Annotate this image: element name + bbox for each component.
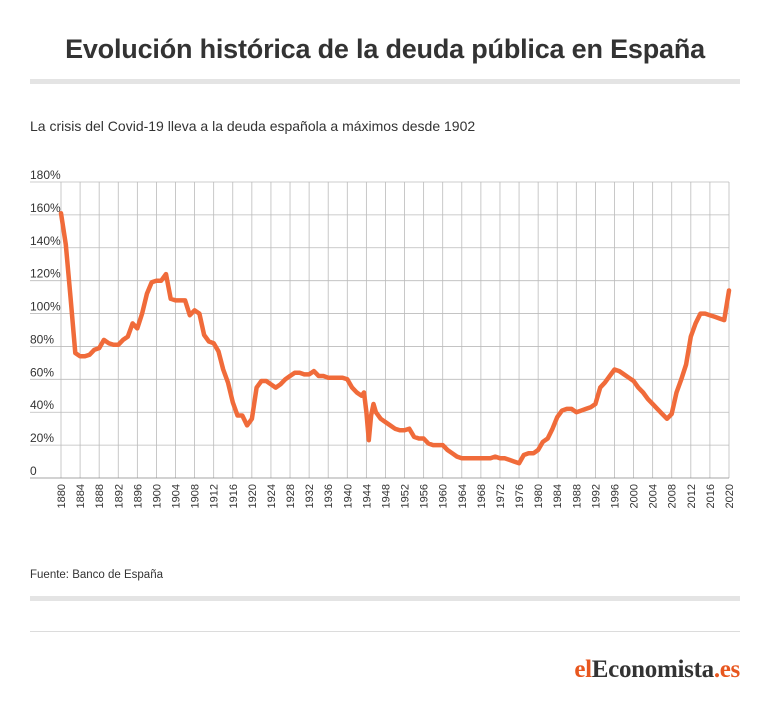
x-tick-label: 1940 xyxy=(342,484,354,508)
x-tick-label: 1884 xyxy=(75,484,87,508)
source-note: Fuente: Banco de España xyxy=(30,569,163,581)
x-tick-label: 1916 xyxy=(228,484,240,508)
x-tick-label: 1896 xyxy=(132,484,144,508)
x-tick-label: 1948 xyxy=(380,484,392,508)
x-tick-label: 1928 xyxy=(285,484,297,508)
x-tick-label: 2016 xyxy=(705,484,717,508)
x-tick-label: 1880 xyxy=(56,484,68,508)
x-tick-label: 1956 xyxy=(419,484,431,508)
brand-logo-part-economista: Economista xyxy=(591,656,714,683)
y-tick-label: 20% xyxy=(30,431,54,445)
x-tick-label: 1944 xyxy=(361,484,373,508)
x-tick-label: 1992 xyxy=(590,484,602,508)
x-tick-label: 2008 xyxy=(667,484,679,508)
x-tick-label: 2000 xyxy=(629,484,641,508)
x-tick-label: 1964 xyxy=(457,484,469,508)
x-tick-label: 1960 xyxy=(438,484,450,508)
x-tick-label: 1920 xyxy=(247,484,259,508)
footer-divider xyxy=(30,596,740,601)
x-tick-label: 1968 xyxy=(476,484,488,508)
x-tick-label: 2020 xyxy=(724,484,736,508)
x-tick-label: 1952 xyxy=(400,484,412,508)
chart-subtitle: La crisis del Covid-19 lleva a la deuda … xyxy=(30,118,476,134)
x-tick-label: 1924 xyxy=(266,484,278,508)
x-tick-label: 1888 xyxy=(94,484,106,508)
x-tick-label: 1908 xyxy=(190,484,202,508)
y-tick-label: 180% xyxy=(30,168,61,182)
y-tick-label: 80% xyxy=(30,332,54,346)
x-tick-label: 1900 xyxy=(151,484,163,508)
debt-series-line xyxy=(58,210,732,466)
x-tick-label: 1972 xyxy=(495,484,507,508)
x-tick-label: 1976 xyxy=(514,484,526,508)
x-tick-label: 1980 xyxy=(533,484,545,508)
x-tick-label: 1984 xyxy=(552,484,564,508)
y-tick-label: 160% xyxy=(30,201,61,215)
x-tick-label: 1936 xyxy=(323,484,335,508)
x-tick-label: 1932 xyxy=(304,484,316,508)
y-tick-label: 60% xyxy=(30,365,54,379)
x-tick-label: 1996 xyxy=(609,484,621,508)
brand-logo[interactable]: elEconomista.es xyxy=(574,656,740,684)
x-tick-label: 1904 xyxy=(171,484,183,508)
x-tick-label: 1912 xyxy=(209,484,221,508)
page-title: Evolución histórica de la deuda pública … xyxy=(65,34,705,64)
y-tick-label: 140% xyxy=(30,234,61,248)
x-tick-label: 1892 xyxy=(113,484,125,508)
x-tick-label: 1988 xyxy=(571,484,583,508)
y-tick-label: 100% xyxy=(30,300,61,314)
x-tick-label: 2012 xyxy=(686,484,698,508)
title-divider xyxy=(30,79,740,84)
y-tick-label: 0 xyxy=(30,464,37,478)
brand-logo-part-es: .es xyxy=(713,656,740,683)
y-tick-label: 40% xyxy=(30,398,54,412)
brand-logo-part-el: el xyxy=(574,656,592,683)
y-tick-label: 120% xyxy=(30,267,61,281)
debt-line-chart: 0 20% 40% 60% 80% 100% 120% 140% 160% 180% 1880 188… xyxy=(30,168,736,508)
x-tick-label: 2004 xyxy=(648,484,660,508)
footer-thin-divider xyxy=(30,631,740,632)
